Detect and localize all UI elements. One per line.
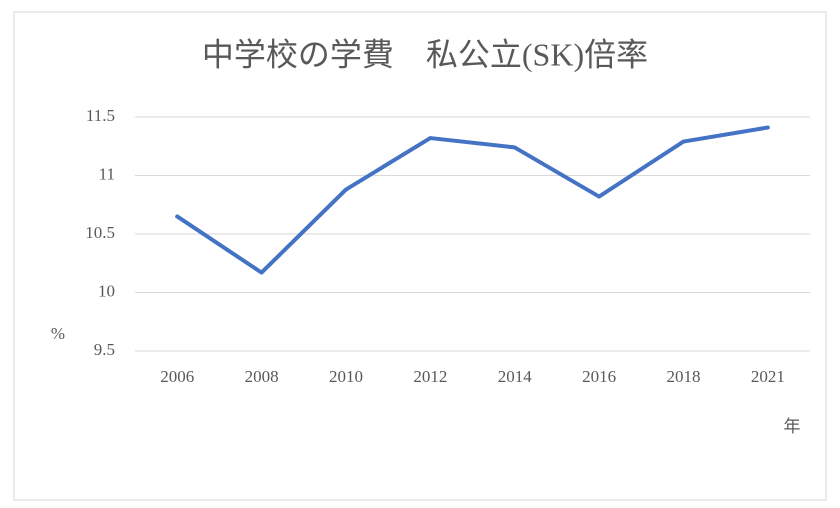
x-axis-label: 年 (784, 417, 801, 436)
x-tick-label: 2006 (160, 367, 194, 386)
y-tick-label: 9.5 (94, 340, 115, 359)
y-tick-label: 11.5 (86, 106, 115, 125)
chart-title: 中学校の学費 私公立(SK)倍率 (202, 36, 648, 72)
x-tick-label: 2008 (245, 367, 279, 386)
data-line (175, 125, 770, 275)
y-tick-label: 10 (98, 281, 115, 300)
x-tick-label: 2012 (413, 367, 447, 386)
x-tick-label: 2018 (666, 367, 700, 386)
y-tick-label: 11 (99, 164, 115, 183)
chart-frame (13, 11, 827, 501)
y-axis-label: % (51, 324, 65, 343)
x-tick-label: 2010 (329, 367, 363, 386)
x-tick-label: 2021 (751, 367, 785, 386)
y-tick-label: 10.5 (85, 223, 115, 242)
x-tick-label: 2016 (582, 367, 616, 386)
x-tick-label: 2014 (498, 367, 533, 386)
